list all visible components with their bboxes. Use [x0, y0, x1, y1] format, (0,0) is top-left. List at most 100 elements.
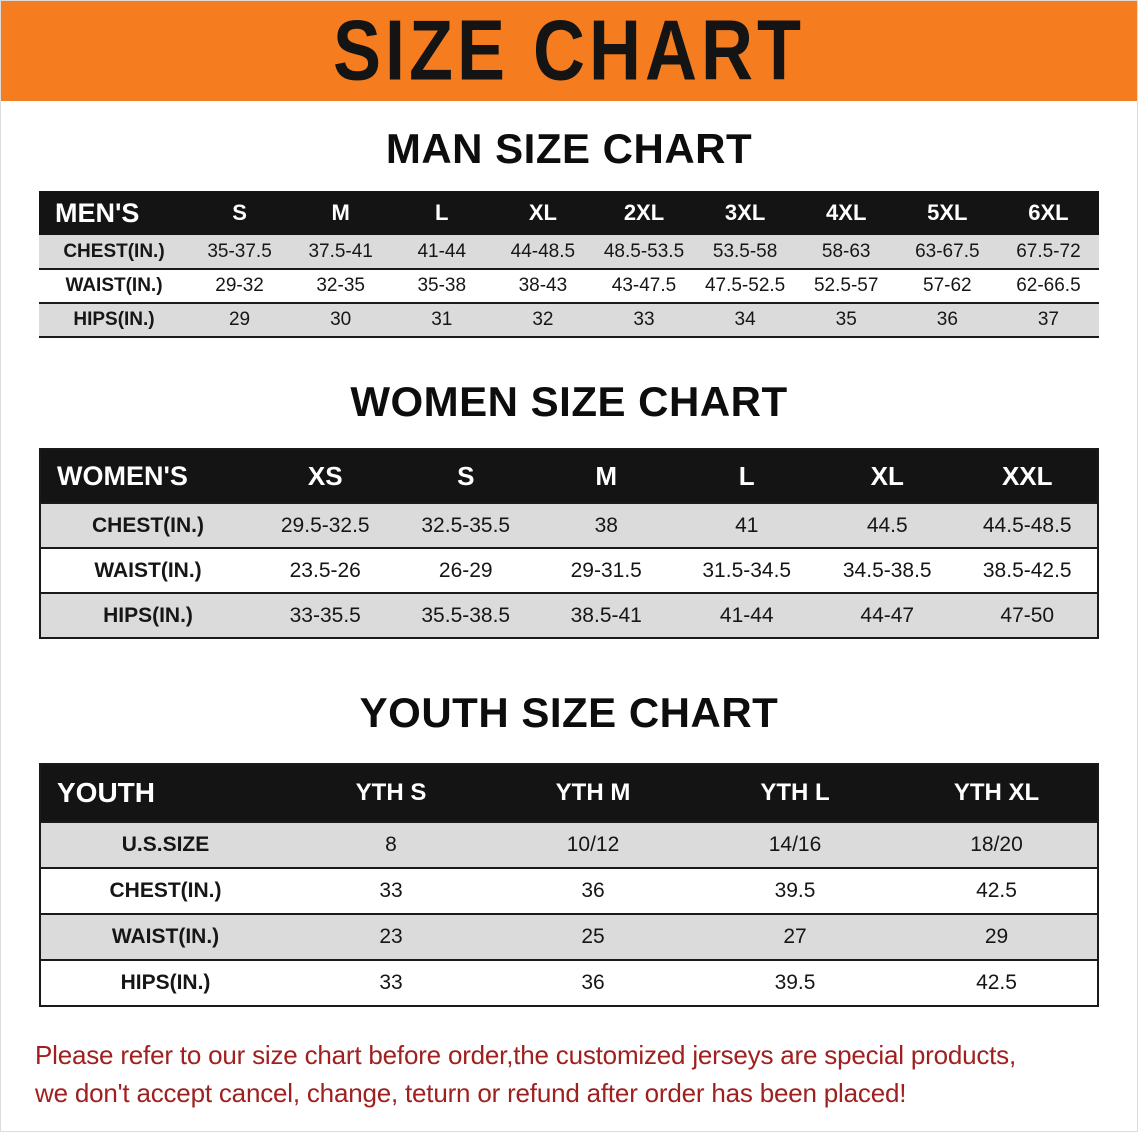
size-value-cell: 57-62: [923, 275, 972, 296]
size-value-cell: 23.5-26: [289, 558, 361, 582]
size-value-cell: 33: [379, 879, 403, 902]
women-table-title: WOMEN'S: [40, 449, 255, 503]
men-section: MAN SIZE CHART MEN'S S M L XL 2XL 3XL 4X…: [1, 125, 1137, 338]
men-table-title: MEN'S: [39, 191, 189, 235]
youth-waist-row: WAIST(IN.) 23 25 27 29: [40, 914, 1098, 960]
youth-table-title: YOUTH: [40, 764, 290, 822]
size-value-cell: 18/20: [970, 833, 1023, 856]
size-column-header: XS: [255, 449, 396, 503]
size-value-cell: 36: [581, 879, 605, 902]
size-column-header: YTH S: [290, 764, 492, 822]
size-value-cell: 14/16: [768, 833, 822, 856]
size-value-cell: 53.5-58: [712, 240, 778, 262]
size-column-header: XXL: [957, 449, 1098, 503]
measurement-label: WAIST(IN.): [111, 925, 220, 948]
size-value-cell: 44-48.5: [510, 240, 576, 262]
size-value-cell: 58-63: [821, 240, 871, 262]
size-value-cell: 38: [594, 513, 618, 537]
size-value-cell: 37: [1037, 309, 1059, 330]
size-value-cell: 29-31.5: [570, 558, 642, 582]
youth-size-table: YOUTH YTH S YTH M YTH L YTH XL U.S.SIZE …: [39, 763, 1099, 1007]
size-value-cell: 47.5-52.5: [704, 275, 786, 296]
size-value-cell: 30: [330, 309, 352, 330]
page-title: SIZE CHART: [333, 3, 805, 99]
measurement-label: CHEST(IN.): [63, 240, 165, 262]
size-column-header: M: [536, 449, 677, 503]
women-chest-row: CHEST(IN.) 29.5-32.5 32.5-35.5 38 41 44.…: [40, 503, 1098, 548]
size-value-cell: 42.5: [976, 971, 1017, 994]
size-value-cell: 29: [228, 309, 251, 330]
men-size-table: MEN'S S M L XL 2XL 3XL 4XL 5XL 6XL CHEST…: [39, 191, 1099, 338]
size-column-header: 3XL: [694, 191, 796, 235]
size-value-cell: 39.5: [774, 971, 816, 994]
men-hips-row: HIPS(IN.) 29 30 31 32 33 34 35 36 37: [39, 303, 1099, 337]
size-column-header: L: [676, 449, 817, 503]
size-value-cell: 47-50: [1000, 603, 1055, 627]
measurement-label: HIPS(IN.): [73, 309, 155, 330]
size-value-cell: 52.5-57: [813, 275, 879, 296]
size-value-cell: 33: [633, 309, 655, 330]
size-value-cell: 38.5-41: [570, 603, 642, 627]
women-size-table: WOMEN'S XS S M L XL XXL CHEST(IN.) 29.5-…: [39, 448, 1099, 639]
disclaimer-line-1: Please refer to our size chart before or…: [35, 1040, 1017, 1070]
size-column-header: 2XL: [593, 191, 695, 235]
measurement-label: U.S.SIZE: [121, 833, 210, 856]
size-value-cell: 29.5-32.5: [280, 513, 370, 537]
size-value-cell: 34: [734, 309, 756, 330]
measurement-label: CHEST(IN.): [92, 513, 204, 537]
size-value-cell: 27: [783, 925, 807, 948]
size-value-cell: 31.5-34.5: [702, 558, 792, 582]
youth-header-row: YOUTH YTH S YTH M YTH L YTH XL: [40, 764, 1098, 822]
men-section-heading: MAN SIZE CHART: [385, 125, 753, 172]
size-value-cell: 43-47.5: [611, 275, 677, 296]
size-column-header: S: [395, 449, 536, 503]
size-value-cell: 31: [431, 309, 453, 330]
size-value-cell: 29-32: [215, 275, 264, 296]
size-value-cell: 8: [385, 833, 397, 856]
size-column-header: 5XL: [896, 191, 998, 235]
size-column-header: 6XL: [997, 191, 1099, 235]
size-value-cell: 48.5-53.5: [603, 240, 685, 262]
size-value-cell: 44-47: [860, 603, 915, 627]
youth-section: YOUTH SIZE CHART YOUTH YTH S YTH M YTH L…: [1, 689, 1137, 1007]
men-waist-row: WAIST(IN.) 29-32 32-35 35-38 38-43 43-47…: [39, 269, 1099, 303]
size-value-cell: 38.5-42.5: [982, 558, 1072, 582]
youth-chest-row: CHEST(IN.) 33 36 39.5 42.5: [40, 868, 1098, 914]
disclaimer: Please refer to our size chart before or…: [1, 1037, 1137, 1112]
size-value-cell: 35.5-38.5: [421, 603, 511, 627]
size-value-cell: 42.5: [976, 879, 1017, 902]
youth-ussize-row: U.S.SIZE 8 10/12 14/16 18/20: [40, 822, 1098, 868]
size-value-cell: 35-38: [417, 275, 467, 296]
size-column-header: L: [391, 191, 493, 235]
measurement-label: HIPS(IN.): [103, 603, 193, 627]
men-chest-row: CHEST(IN.) 35-37.5 37.5-41 41-44 44-48.5…: [39, 235, 1099, 269]
measurement-label: CHEST(IN.): [109, 879, 222, 902]
size-value-cell: 32: [532, 309, 554, 330]
disclaimer-line-2: we don't accept cancel, change, teturn o…: [35, 1077, 907, 1108]
size-value-cell: 41-44: [719, 603, 774, 627]
size-column-header: XL: [817, 449, 958, 503]
size-value-cell: 10/12: [566, 833, 620, 856]
size-column-header: XL: [492, 191, 594, 235]
size-value-cell: 33: [379, 971, 403, 994]
women-section: WOMEN SIZE CHART WOMEN'S XS S M L XL XXL…: [1, 378, 1137, 639]
men-header-row: MEN'S S M L XL 2XL 3XL 4XL 5XL 6XL: [39, 191, 1099, 235]
size-column-header: S: [189, 191, 291, 235]
size-value-cell: 36: [936, 309, 958, 330]
size-column-header: YTH XL: [896, 764, 1098, 822]
size-value-cell: 23: [379, 925, 403, 948]
size-value-cell: 35: [835, 309, 857, 330]
size-value-cell: 37.5-41: [308, 240, 373, 262]
size-value-cell: 39.5: [774, 879, 816, 902]
size-value-cell: 62-66.5: [1016, 275, 1081, 296]
size-value-cell: 36: [581, 971, 605, 994]
size-value-cell: 35-37.5: [207, 240, 272, 262]
size-value-cell: 41: [735, 513, 759, 537]
size-value-cell: 29: [984, 925, 1009, 948]
measurement-label: HIPS(IN.): [120, 971, 211, 994]
women-hips-row: HIPS(IN.) 33-35.5 35.5-38.5 38.5-41 41-4…: [40, 593, 1098, 638]
size-value-cell: 26-29: [438, 558, 493, 582]
women-header-row: WOMEN'S XS S M L XL XXL: [40, 449, 1098, 503]
size-value-cell: 44.5-48.5: [982, 513, 1072, 537]
